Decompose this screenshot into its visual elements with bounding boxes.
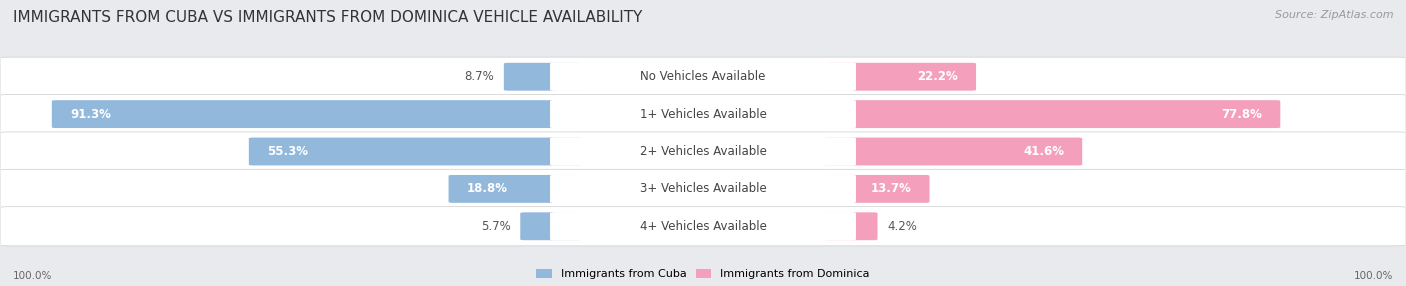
- FancyBboxPatch shape: [550, 63, 856, 91]
- Text: 55.3%: 55.3%: [267, 145, 308, 158]
- FancyBboxPatch shape: [824, 175, 929, 203]
- FancyBboxPatch shape: [503, 63, 582, 91]
- FancyBboxPatch shape: [824, 138, 1083, 165]
- Text: IMMIGRANTS FROM CUBA VS IMMIGRANTS FROM DOMINICA VEHICLE AVAILABILITY: IMMIGRANTS FROM CUBA VS IMMIGRANTS FROM …: [13, 10, 643, 25]
- Text: 100.0%: 100.0%: [1354, 271, 1393, 281]
- Text: 1+ Vehicles Available: 1+ Vehicles Available: [640, 108, 766, 121]
- FancyBboxPatch shape: [52, 100, 582, 128]
- Text: Source: ZipAtlas.com: Source: ZipAtlas.com: [1275, 10, 1393, 20]
- Text: 100.0%: 100.0%: [13, 271, 52, 281]
- Text: 77.8%: 77.8%: [1222, 108, 1263, 121]
- Text: 91.3%: 91.3%: [70, 108, 111, 121]
- FancyBboxPatch shape: [824, 100, 1281, 128]
- FancyBboxPatch shape: [0, 169, 1406, 208]
- Text: 41.6%: 41.6%: [1024, 145, 1064, 158]
- FancyBboxPatch shape: [824, 212, 877, 240]
- Text: 8.7%: 8.7%: [464, 70, 494, 83]
- FancyBboxPatch shape: [449, 175, 582, 203]
- Text: No Vehicles Available: No Vehicles Available: [640, 70, 766, 83]
- Text: 5.7%: 5.7%: [481, 220, 510, 233]
- Text: 4+ Vehicles Available: 4+ Vehicles Available: [640, 220, 766, 233]
- FancyBboxPatch shape: [0, 132, 1406, 171]
- FancyBboxPatch shape: [520, 212, 582, 240]
- Text: 4.2%: 4.2%: [887, 220, 917, 233]
- Text: 22.2%: 22.2%: [917, 70, 957, 83]
- Text: 18.8%: 18.8%: [467, 182, 508, 195]
- Text: 2+ Vehicles Available: 2+ Vehicles Available: [640, 145, 766, 158]
- FancyBboxPatch shape: [824, 63, 976, 91]
- FancyBboxPatch shape: [0, 94, 1406, 134]
- FancyBboxPatch shape: [0, 207, 1406, 246]
- FancyBboxPatch shape: [550, 212, 856, 241]
- FancyBboxPatch shape: [550, 175, 856, 203]
- Legend: Immigrants from Cuba, Immigrants from Dominica: Immigrants from Cuba, Immigrants from Do…: [537, 269, 869, 279]
- Text: 13.7%: 13.7%: [870, 182, 911, 195]
- FancyBboxPatch shape: [249, 138, 582, 165]
- FancyBboxPatch shape: [550, 100, 856, 128]
- FancyBboxPatch shape: [550, 137, 856, 166]
- Text: 3+ Vehicles Available: 3+ Vehicles Available: [640, 182, 766, 195]
- FancyBboxPatch shape: [0, 57, 1406, 96]
